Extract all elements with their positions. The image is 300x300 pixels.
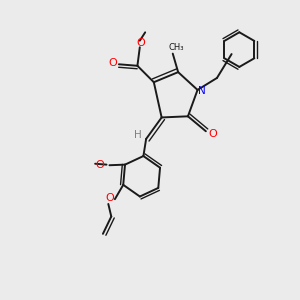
Text: O: O <box>95 160 104 170</box>
Text: O: O <box>105 193 114 203</box>
Text: CH₃: CH₃ <box>168 43 184 52</box>
Text: O: O <box>208 129 217 139</box>
Text: O: O <box>136 38 146 48</box>
Text: O: O <box>109 58 117 68</box>
Text: H: H <box>134 130 142 140</box>
Text: N: N <box>198 86 206 96</box>
